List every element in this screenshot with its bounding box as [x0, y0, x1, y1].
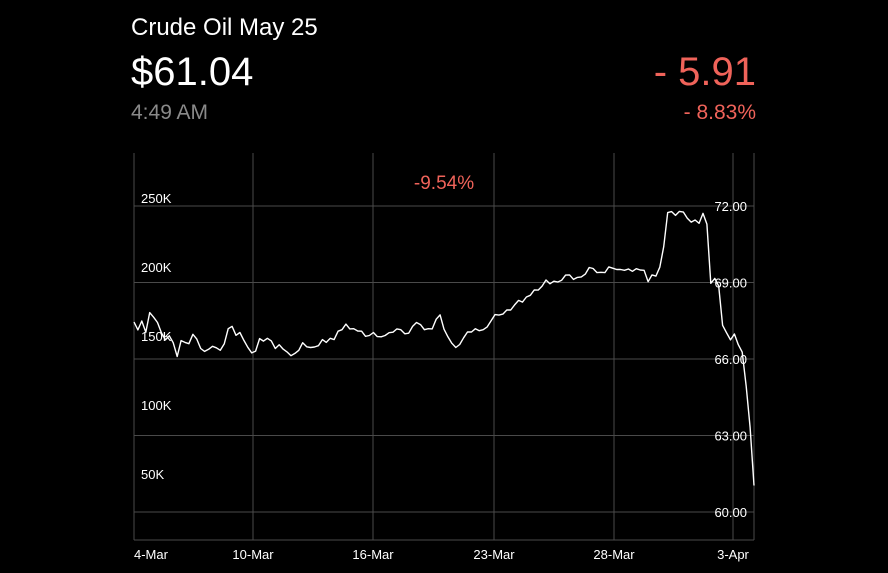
volume-tick-label: 200K — [141, 260, 172, 275]
date-tick-label: 3-Apr — [717, 547, 749, 562]
chart-grid — [133, 153, 755, 541]
volume-tick-label: 100K — [141, 398, 172, 413]
date-tick-label: 16-Mar — [352, 547, 394, 562]
date-tick-label: 10-Mar — [232, 547, 274, 562]
volume-tick-label: 150K — [141, 329, 172, 344]
price-series-line — [133, 210, 755, 486]
range-change-label: -9.54% — [414, 173, 474, 194]
volume-tick-label: 50K — [141, 467, 164, 482]
quote-time: 4:49 AM — [131, 101, 209, 124]
price-tick-label: 63.00 — [714, 429, 747, 444]
instrument-title: Crude Oil May 25 — [131, 14, 318, 41]
price-axis: 72.00 69.00 66.00 63.00 60.00 — [714, 199, 747, 520]
current-price: $61.04 — [131, 50, 254, 94]
price-tick-label: 72.00 — [714, 199, 747, 214]
price-change-percent: - 8.83% — [683, 101, 756, 124]
volume-axis: 250K 200K 150K 100K 50K — [141, 191, 172, 482]
price-change: - 5.91 — [653, 50, 756, 94]
date-tick-label: 23-Mar — [473, 547, 515, 562]
date-tick-label: 28-Mar — [593, 547, 635, 562]
date-axis: 4-Mar 10-Mar 16-Mar 23-Mar 28-Mar 3-Apr — [134, 547, 750, 562]
date-tick-label: 4-Mar — [134, 547, 169, 562]
volume-tick-label: 250K — [141, 191, 172, 206]
price-tick-label: 66.00 — [714, 352, 747, 367]
price-tick-label: 69.00 — [714, 276, 747, 291]
price-tick-label: 60.00 — [714, 505, 747, 520]
